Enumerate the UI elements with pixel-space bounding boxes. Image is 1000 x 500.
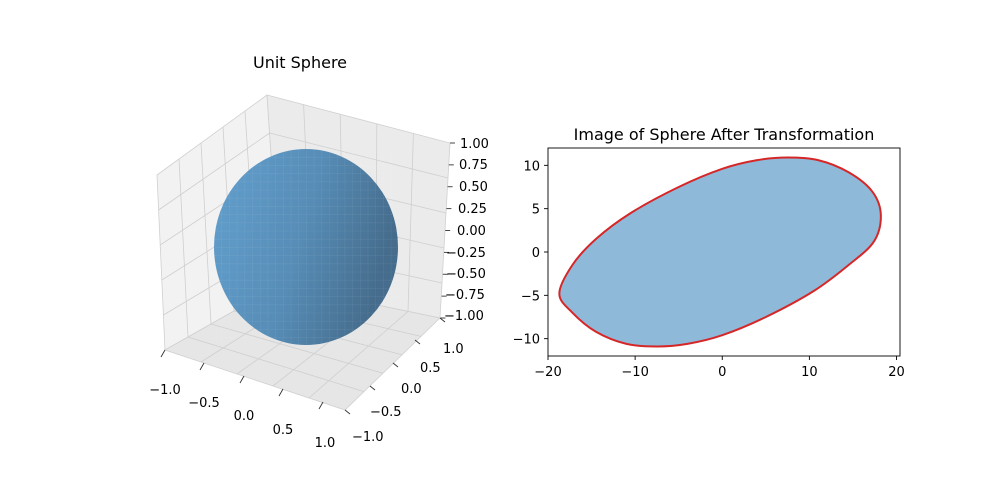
- z-tick-label: −0.25: [446, 246, 486, 261]
- x-tick-label: −0.5: [188, 396, 220, 411]
- z-tick-label: −1.00: [444, 309, 484, 324]
- sphere-plot: Unit Sphere −1.0 −0.5 0.0 0.5 1.0 −1.0 −…: [149, 53, 489, 451]
- x-tick-label: 0: [718, 365, 726, 380]
- x-tick-label: −1.0: [149, 383, 181, 398]
- y-axis: −10 −5 0 5 10: [513, 159, 548, 348]
- sphere-mesh: [214, 149, 398, 345]
- y-tick-label: 0.5: [420, 361, 441, 376]
- z-tick-label: 0.50: [459, 180, 488, 195]
- x-axis: −20 −10 0 10 20: [534, 356, 905, 380]
- y-tick-label: −5: [521, 289, 540, 304]
- x-tick-label: −20: [534, 365, 561, 380]
- x-tick-label: 10: [801, 365, 818, 380]
- z-tick-label: −0.75: [445, 288, 485, 303]
- y-tick-label: −10: [513, 333, 540, 348]
- x-tick-label: 20: [888, 365, 905, 380]
- sphere-surface: [214, 149, 398, 345]
- ellipse-edge: [558, 156, 882, 348]
- axis-ticks-3d: [160, 142, 455, 415]
- y-tick-label: −1.0: [352, 430, 384, 445]
- x-tick-label: −10: [621, 365, 648, 380]
- z-tick-label: 0.75: [459, 158, 488, 173]
- y-tick-label: 5: [532, 203, 540, 218]
- y-tick-label: −0.5: [370, 405, 402, 420]
- sphere-plot-title: Unit Sphere: [253, 53, 347, 72]
- ellipse-plot-title: Image of Sphere After Transformation: [574, 125, 875, 144]
- y-tick-label: 1.0: [443, 342, 464, 357]
- ellipse-plot: Image of Sphere After Transformation −20…: [513, 125, 905, 380]
- x-tick-label: 0.5: [273, 423, 294, 438]
- z-tick-label: 0.25: [458, 202, 487, 217]
- z-tick-label: 0.00: [457, 224, 486, 239]
- z-tick-label: 1.00: [460, 137, 489, 152]
- ellipse-fill: [559, 157, 881, 347]
- y-tick-label: 0.0: [401, 382, 422, 397]
- y-tick-label: 10: [523, 159, 540, 174]
- z-tick-label: −0.50: [446, 267, 486, 282]
- y-tick-label: 0: [532, 246, 540, 261]
- x-tick-label: 0.0: [234, 409, 255, 424]
- x-tick-label: 1.0: [315, 436, 336, 451]
